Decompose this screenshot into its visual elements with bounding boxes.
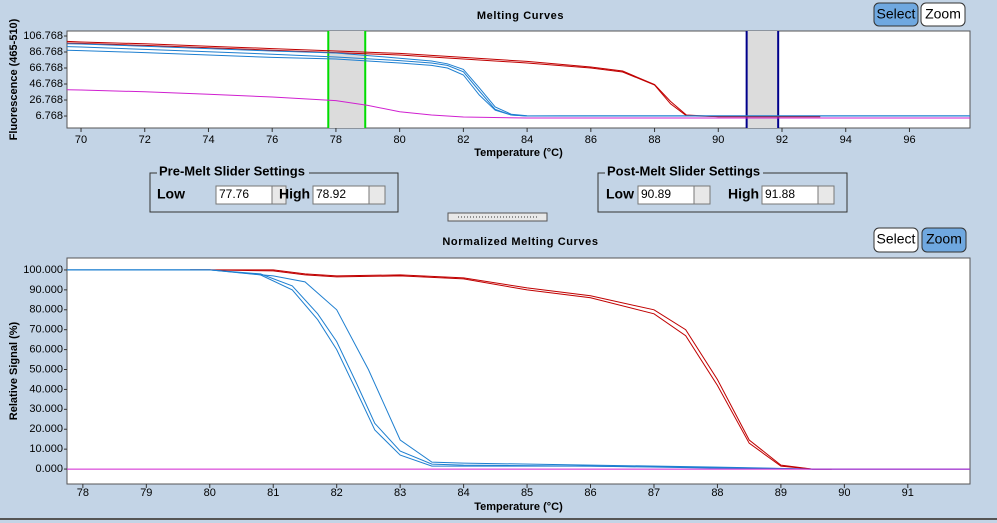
plot-area bbox=[66, 257, 971, 485]
x-tick-label: 76 bbox=[266, 134, 278, 146]
curve bbox=[67, 49, 970, 117]
y-tick-label: 46.768 bbox=[29, 78, 63, 90]
curve bbox=[190, 269, 832, 470]
x-tick-label: 88 bbox=[648, 134, 660, 146]
chart-title: Normalized Melting Curves bbox=[442, 236, 598, 248]
y-axis-label: Fluorescence (465-510) bbox=[8, 18, 20, 140]
y-axis-label: Relative Signal (%) bbox=[8, 321, 20, 420]
zoom-button[interactable] bbox=[920, 2, 966, 27]
y-tick-label: 0.000 bbox=[35, 463, 63, 475]
slider-band bbox=[746, 31, 779, 128]
zoom-button-label[interactable]: Zoom bbox=[925, 6, 961, 22]
zoom-button[interactable] bbox=[921, 227, 967, 253]
x-tick-label: 90 bbox=[838, 487, 850, 499]
y-tick-label: 66.768 bbox=[29, 62, 63, 74]
x-tick-label: 79 bbox=[140, 487, 152, 499]
x-tick-label: 82 bbox=[331, 487, 343, 499]
x-tick-label: 89 bbox=[775, 487, 787, 499]
low-value[interactable]: 90.89 bbox=[641, 187, 671, 201]
y-tick-label: 70.000 bbox=[29, 324, 63, 336]
spinner[interactable] bbox=[271, 185, 287, 205]
x-tick-label: 70 bbox=[75, 134, 87, 146]
curve bbox=[67, 269, 970, 470]
spinner[interactable] bbox=[368, 185, 386, 205]
x-tick-label: 94 bbox=[840, 134, 852, 146]
x-axis-label: Temperature (°C) bbox=[474, 501, 563, 513]
x-tick-label: 86 bbox=[584, 487, 596, 499]
curve bbox=[190, 269, 832, 470]
x-tick-label: 80 bbox=[394, 134, 406, 146]
y-tick-label: 106.768 bbox=[23, 30, 63, 42]
x-tick-label: 72 bbox=[139, 134, 151, 146]
plot-lines bbox=[67, 269, 970, 470]
x-tick-label: 81 bbox=[267, 487, 279, 499]
select-button-label[interactable]: Select bbox=[877, 6, 916, 22]
y-tick-label: 90.000 bbox=[29, 284, 63, 296]
x-tick-label: 83 bbox=[394, 487, 406, 499]
low-value[interactable]: 77.76 bbox=[219, 187, 249, 201]
x-tick-label: 86 bbox=[585, 134, 597, 146]
spinner[interactable] bbox=[693, 185, 711, 205]
high-value[interactable]: 91.88 bbox=[765, 187, 795, 201]
x-tick-label: 84 bbox=[457, 487, 469, 499]
group-title: Post-Melt Slider Settings bbox=[607, 163, 760, 178]
chart-title: Melting Curves bbox=[477, 10, 564, 22]
y-tick-label: 50.000 bbox=[29, 363, 63, 375]
x-tick-label: 87 bbox=[648, 487, 660, 499]
x-tick-label: 82 bbox=[457, 134, 469, 146]
x-tick-label: 85 bbox=[521, 487, 533, 499]
select-button[interactable] bbox=[873, 227, 919, 253]
x-tick-label: 90 bbox=[712, 134, 724, 146]
x-tick-label: 74 bbox=[202, 134, 214, 146]
y-tick-label: 30.000 bbox=[29, 403, 63, 415]
y-tick-label: 10.000 bbox=[29, 443, 63, 455]
x-axis-label: Temperature (°C) bbox=[474, 147, 563, 159]
x-tick-label: 80 bbox=[204, 487, 216, 499]
y-tick-label: 86.768 bbox=[29, 46, 63, 58]
high-value[interactable]: 78.92 bbox=[316, 187, 346, 201]
low-label: Low bbox=[606, 186, 634, 202]
y-tick-label: 100.000 bbox=[23, 264, 63, 276]
y-tick-label: 26.768 bbox=[29, 94, 63, 106]
select-button[interactable] bbox=[873, 2, 919, 27]
zoom-button-label[interactable]: Zoom bbox=[926, 231, 962, 247]
select-button-label[interactable]: Select bbox=[877, 231, 916, 247]
x-tick-label: 91 bbox=[902, 487, 914, 499]
x-tick-label: 96 bbox=[903, 134, 915, 146]
x-tick-label: 92 bbox=[776, 134, 788, 146]
high-label: High bbox=[279, 186, 310, 202]
plot-lines bbox=[67, 40, 970, 119]
plot-area bbox=[66, 30, 971, 129]
x-tick-label: 88 bbox=[711, 487, 723, 499]
y-tick-label: 6.768 bbox=[35, 110, 63, 122]
spinner[interactable] bbox=[817, 185, 835, 205]
y-tick-label: 60.000 bbox=[29, 344, 63, 356]
x-tick-label: 84 bbox=[521, 134, 533, 146]
y-tick-label: 80.000 bbox=[29, 304, 63, 316]
high-label: High bbox=[728, 186, 759, 202]
low-label: Low bbox=[157, 186, 185, 202]
x-tick-label: 78 bbox=[77, 487, 89, 499]
group-title-bg bbox=[157, 165, 309, 179]
y-tick-label: 20.000 bbox=[29, 423, 63, 435]
slider-band bbox=[328, 31, 366, 128]
x-tick-label: 78 bbox=[330, 134, 342, 146]
curve bbox=[67, 269, 970, 470]
curve bbox=[67, 89, 970, 119]
group-title-bg bbox=[605, 165, 763, 179]
group-title: Pre-Melt Slider Settings bbox=[159, 163, 305, 178]
y-tick-label: 40.000 bbox=[29, 383, 63, 395]
